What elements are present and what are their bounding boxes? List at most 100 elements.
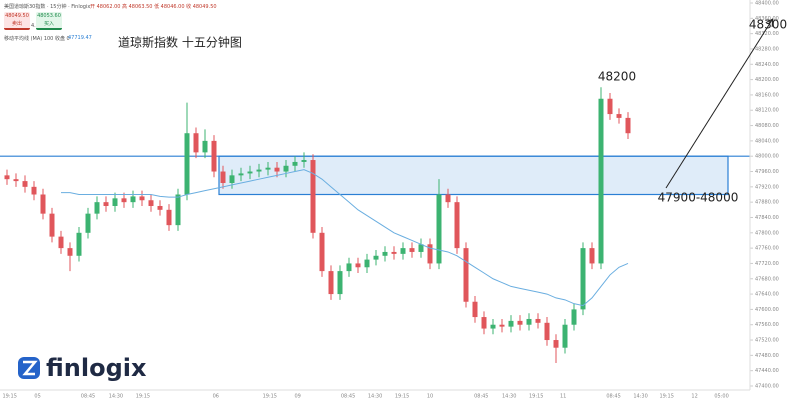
y-tick-label: 48080.00 [755, 123, 779, 129]
candle-body [76, 232, 82, 256]
candle-body [166, 209, 172, 226]
buy-label: 买入 [43, 21, 54, 27]
candle-body [454, 202, 460, 249]
candle-body [418, 244, 424, 252]
x-tick-label: 14:30 [633, 394, 647, 400]
candle-body [427, 244, 433, 264]
x-tick-label: 19:15 [659, 394, 673, 400]
candle-body [526, 318, 532, 325]
annotation: 48200 [598, 70, 636, 84]
candle-body [625, 117, 631, 134]
candle-body [301, 160, 307, 162]
candle-body [463, 248, 469, 302]
x-tick-label: 14:30 [502, 394, 516, 400]
sell-price: 48049.50 [5, 13, 29, 19]
candle-body [292, 161, 298, 166]
candle-body [310, 160, 316, 233]
x-tick-label: 08:45 [341, 394, 355, 400]
candle-body [274, 167, 280, 172]
y-tick-label: 47480.00 [755, 353, 779, 359]
instrument: 美国道琼斯30指数 · 15分钟 · Finlogix [4, 4, 91, 10]
candle-body [103, 202, 109, 206]
candle-body [328, 271, 334, 295]
y-tick-label: 48200.00 [755, 77, 779, 83]
buy-price: 48053.60 [37, 13, 61, 19]
y-tick-label: 48240.00 [755, 62, 779, 68]
candle-body [211, 140, 217, 172]
logo-text: finlogix [46, 354, 147, 382]
x-tick-label: 14:30 [368, 394, 382, 400]
y-tick-label: 47960.00 [755, 169, 779, 175]
ma-label: 移动平均线 (MA) 100 收盘 0 [4, 36, 70, 42]
buy-box[interactable]: 48053.60 买入 [36, 12, 62, 30]
x-tick-label: 14:30 [109, 394, 123, 400]
x-tick-label: 05 [34, 394, 40, 400]
candle-body [346, 263, 352, 272]
candle-body [589, 248, 595, 264]
candle-body [337, 271, 343, 295]
candle-body [148, 200, 154, 206]
candle-body [256, 169, 262, 172]
candle-body [409, 248, 415, 252]
y-tick-label: 48280.00 [755, 46, 779, 52]
x-tick-label: 08:45 [81, 394, 95, 400]
candle-body [238, 173, 244, 176]
candle-body [67, 248, 73, 256]
candle-body [247, 171, 253, 174]
candle-body [40, 194, 46, 214]
candle-body [382, 251, 388, 256]
x-tick-label: 05:00 [714, 394, 728, 400]
candle-body [319, 232, 325, 272]
x-tick-label: 08:45 [606, 394, 620, 400]
candle-body [184, 133, 190, 195]
candle-body [355, 263, 361, 268]
logo: finlogix [18, 354, 147, 382]
x-tick-label: 19:15 [2, 394, 16, 400]
y-tick-label: 47560.00 [755, 322, 779, 328]
y-tick-label: 47600.00 [755, 307, 779, 313]
candle-body [580, 248, 586, 310]
y-tick-label: 47920.00 [755, 184, 779, 190]
y-tick-label: 47680.00 [755, 276, 779, 282]
candle-body [517, 320, 523, 325]
y-tick-label: 48320.00 [755, 31, 779, 37]
candle-body [364, 259, 370, 268]
x-tick-label: 11 [560, 394, 566, 400]
candle-body [85, 213, 91, 233]
x-tick-label: 08:45 [474, 394, 488, 400]
candle-body [400, 248, 406, 254]
candle-body [58, 236, 64, 249]
candle-body [562, 324, 568, 348]
y-tick-label: 48400.00 [755, 1, 779, 7]
candle-body [283, 165, 289, 172]
chart-title: 道琼斯指数 十五分钟图 [118, 35, 242, 50]
y-tick-label: 48160.00 [755, 92, 779, 98]
candle-body [202, 140, 208, 153]
candle-body [157, 205, 163, 210]
candle-body [571, 309, 577, 325]
x-tick-label: 19:15 [529, 394, 543, 400]
candle-body [175, 194, 181, 226]
candle-body [481, 317, 487, 329]
y-tick-label: 47440.00 [755, 368, 779, 374]
candle-body [94, 202, 100, 214]
zone-label: 47900-48000 [658, 191, 739, 205]
candle-body [616, 114, 622, 118]
x-tick-label: 19:15 [263, 394, 277, 400]
sell-box[interactable]: 48049.50 卖出 [4, 12, 30, 30]
candle-body [49, 213, 55, 237]
y-tick-label: 47520.00 [755, 338, 779, 344]
x-tick-label: 06 [213, 394, 219, 400]
candle-body [265, 167, 271, 170]
candle-body [139, 196, 145, 201]
candle-body [31, 186, 37, 195]
ohlc: 开 48062.00 高 48063.50 低 48046.00 收 48049… [90, 4, 217, 10]
candle-body [607, 98, 613, 115]
candle-body [490, 324, 496, 329]
candle-body [499, 324, 505, 327]
candle-body [121, 198, 127, 203]
candle-body [508, 320, 514, 327]
y-tick-label: 48000.00 [755, 154, 779, 160]
